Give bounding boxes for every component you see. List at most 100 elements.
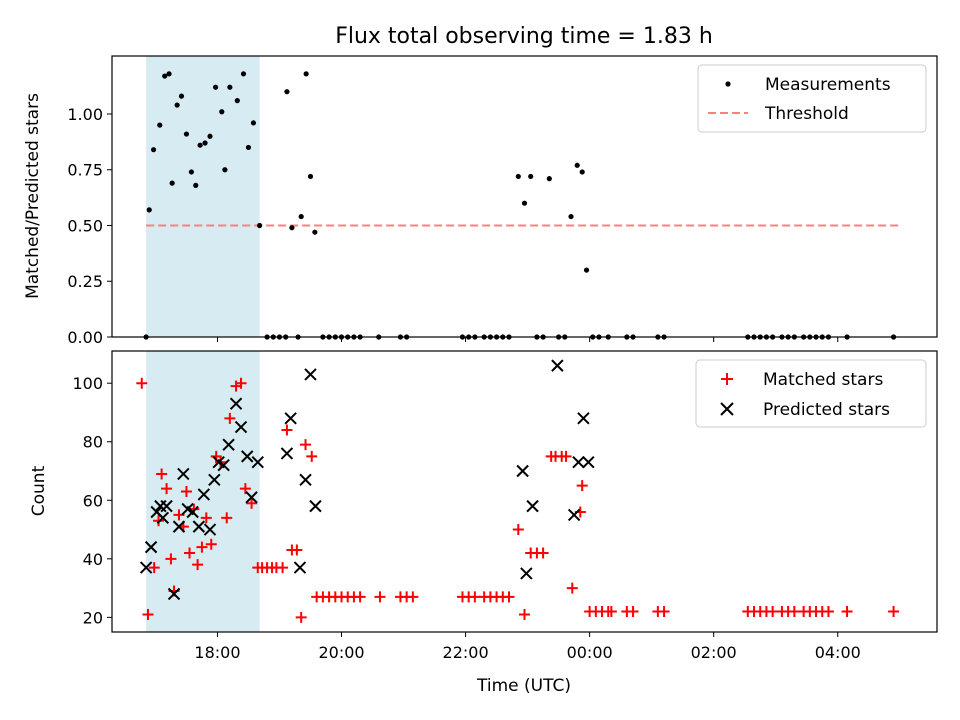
- measurement-point: [227, 84, 233, 90]
- bottom-x-tick-label: 00:00: [567, 643, 613, 662]
- matched-star-point: [205, 538, 217, 550]
- bottom-x-tick-label: 04:00: [815, 643, 861, 662]
- predicted-star-point: [251, 456, 264, 469]
- top-y-tick-label: 1.00: [67, 105, 103, 124]
- bottom-panel: 20 40 60 80 100 18:00 20:00 22:00 00:00 02:00 04:…: [29, 350, 938, 696]
- measurement-point: [146, 207, 152, 213]
- predicted-star-point: [156, 511, 170, 525]
- predicted-star-point: [284, 412, 297, 425]
- bottom-y-ticks: 20 40 60 80 100: [72, 374, 112, 627]
- legend-matched: Matched stars: [763, 370, 883, 390]
- matched-star-point: [512, 524, 524, 536]
- legend-threshold: Threshold: [764, 104, 849, 124]
- predicted-star-point: [304, 368, 317, 381]
- matched-star-point: [576, 480, 588, 492]
- predicted-star-point: [577, 412, 590, 425]
- matched-star-point: [354, 591, 366, 603]
- matched-star-point: [841, 606, 853, 618]
- measurement-point: [240, 71, 247, 77]
- matched-star-point: [224, 412, 236, 424]
- legend-matched-marker: [721, 373, 733, 385]
- measurement-point: [166, 71, 172, 77]
- measurement-point: [521, 200, 528, 206]
- predicted-star-point: [192, 520, 206, 533]
- measurement-point: [157, 122, 163, 128]
- matched-star-point: [627, 606, 639, 618]
- bottom-y-tick-label: 100: [72, 374, 103, 393]
- bottom-y-tick-label: 60: [83, 491, 103, 510]
- measurement-point: [197, 142, 203, 148]
- matched-star-point: [277, 562, 289, 574]
- measurement-point: [150, 147, 157, 153]
- measurement-point: [169, 180, 175, 186]
- matched-star-point: [822, 606, 834, 618]
- matched-star-point: [658, 606, 670, 618]
- measurement-point: [579, 169, 585, 175]
- bottom-x-tick-label: 02:00: [691, 643, 737, 662]
- matched-star-point: [184, 547, 196, 559]
- predicted-star-point: [567, 508, 581, 522]
- measurement-point: [188, 169, 194, 175]
- predicted-star-point: [241, 450, 254, 463]
- bottom-highlight-span: [146, 351, 260, 632]
- predicted-star-point: [293, 561, 307, 574]
- legend-measurement-marker: [725, 81, 731, 87]
- bottom-x-tick-label: 20:00: [318, 643, 364, 662]
- bottom-x-ticks: 18:00 20:00 22:00 00:00 02:00 04:00: [194, 632, 861, 662]
- predicted-star-point: [208, 473, 221, 486]
- predicted-star-point: [177, 467, 190, 481]
- matched-star-point: [165, 553, 177, 565]
- predicted-star-points: [139, 359, 595, 601]
- matched-star-point: [246, 497, 258, 509]
- measurement-point: [207, 133, 213, 139]
- predicted-star-point: [516, 464, 529, 478]
- matched-star-point: [300, 439, 312, 451]
- predicted-star-point: [309, 499, 322, 513]
- predicted-star-point: [245, 491, 258, 504]
- top-y-tick-label: 0.50: [67, 216, 103, 235]
- top-y-axis-label: Matched/Predicted stars: [23, 93, 43, 299]
- predicted-star-point: [144, 540, 158, 554]
- bottom-y-tick-label: 40: [83, 550, 103, 569]
- top-y-tick-label: 0.25: [67, 272, 103, 291]
- measurement-point: [174, 102, 180, 108]
- matched-star-point: [156, 468, 168, 480]
- matched-star-point: [192, 559, 204, 571]
- measurement-point: [546, 176, 552, 182]
- measurement-point: [222, 167, 228, 173]
- matched-star-point: [407, 591, 419, 603]
- matched-star-point: [519, 608, 530, 620]
- measurement-point: [178, 93, 185, 99]
- matched-star-point: [161, 483, 173, 495]
- matched-star-point: [180, 486, 192, 497]
- top-panel: 0.00 0.25 0.50 0.75 1.00 Matched/Predicted s…: [23, 55, 938, 347]
- measurement-point: [568, 213, 574, 220]
- measurement-point: [183, 131, 190, 137]
- matched-star-point: [153, 515, 165, 527]
- predicted-star-point: [167, 587, 181, 601]
- matched-star-point: [537, 547, 549, 559]
- matched-star-point: [767, 606, 779, 618]
- bottom-y-axis-label: Count: [29, 465, 49, 516]
- matched-star-point: [148, 562, 160, 574]
- bottom-x-tick-label: 22:00: [443, 643, 489, 662]
- legend-measurements: Measurements: [765, 75, 891, 95]
- predicted-star-point: [572, 456, 585, 469]
- measurement-point: [515, 173, 521, 180]
- bottom-legend: Matched stars Predicted stars: [695, 359, 927, 428]
- top-legend: Measurements Threshold: [697, 64, 927, 133]
- predicted-star-point: [299, 473, 312, 486]
- matched-star-point: [200, 512, 212, 524]
- matched-star-point: [136, 377, 148, 389]
- matched-star-point: [469, 591, 481, 603]
- measurement-point: [312, 229, 318, 235]
- predicted-star-point: [520, 567, 533, 580]
- predicted-star-point: [217, 458, 230, 472]
- matched-star-point: [239, 483, 251, 495]
- measurement-point: [250, 120, 257, 126]
- measurement-point: [245, 144, 252, 151]
- predicted-star-point: [526, 499, 539, 513]
- measurement-point: [289, 225, 295, 231]
- legend-predicted: Predicted stars: [763, 400, 890, 420]
- measurement-point: [212, 84, 219, 90]
